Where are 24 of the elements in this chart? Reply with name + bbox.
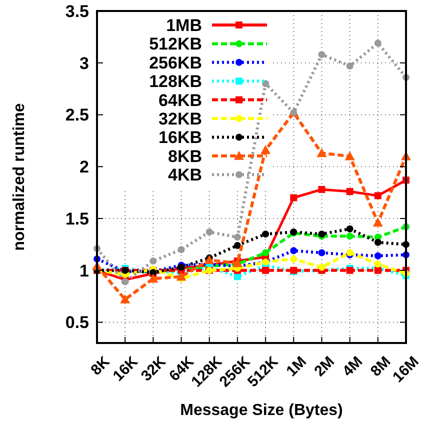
x-tick-label: 32K bbox=[138, 353, 170, 385]
x-tick-label: 8M bbox=[367, 353, 394, 380]
legend-label: 512KB bbox=[149, 34, 202, 54]
x-tick-label: 8K bbox=[88, 353, 114, 379]
legend-label: 32KB bbox=[158, 109, 202, 128]
y-tick-label: 3 bbox=[80, 54, 89, 73]
y-tick-label: 3.5 bbox=[65, 2, 89, 21]
legend-label: 256KB bbox=[149, 53, 202, 72]
legend-label: 1MB bbox=[166, 16, 202, 35]
legend-label: 8KB bbox=[168, 146, 202, 166]
y-tick-label: 1.5 bbox=[65, 209, 89, 228]
x-tick-label: 2M bbox=[311, 353, 338, 380]
y-tick-label: 2.5 bbox=[65, 106, 89, 125]
y-tick-label: 2 bbox=[80, 158, 89, 177]
y-tick-label: 0.5 bbox=[65, 313, 89, 332]
legend-label: 16KB bbox=[158, 128, 202, 148]
legend-label: 4KB bbox=[168, 166, 202, 185]
x-tick-label: 4M bbox=[339, 353, 366, 380]
legend-label: 128KB bbox=[149, 72, 202, 92]
x-axis-title: Message Size (Bytes) bbox=[180, 402, 343, 419]
legend-label: 64KB bbox=[158, 90, 202, 110]
y-tick-label: 1 bbox=[80, 261, 89, 280]
y-axis-title: normalized runtime bbox=[11, 103, 28, 251]
x-tick-label: 1M bbox=[283, 353, 310, 380]
